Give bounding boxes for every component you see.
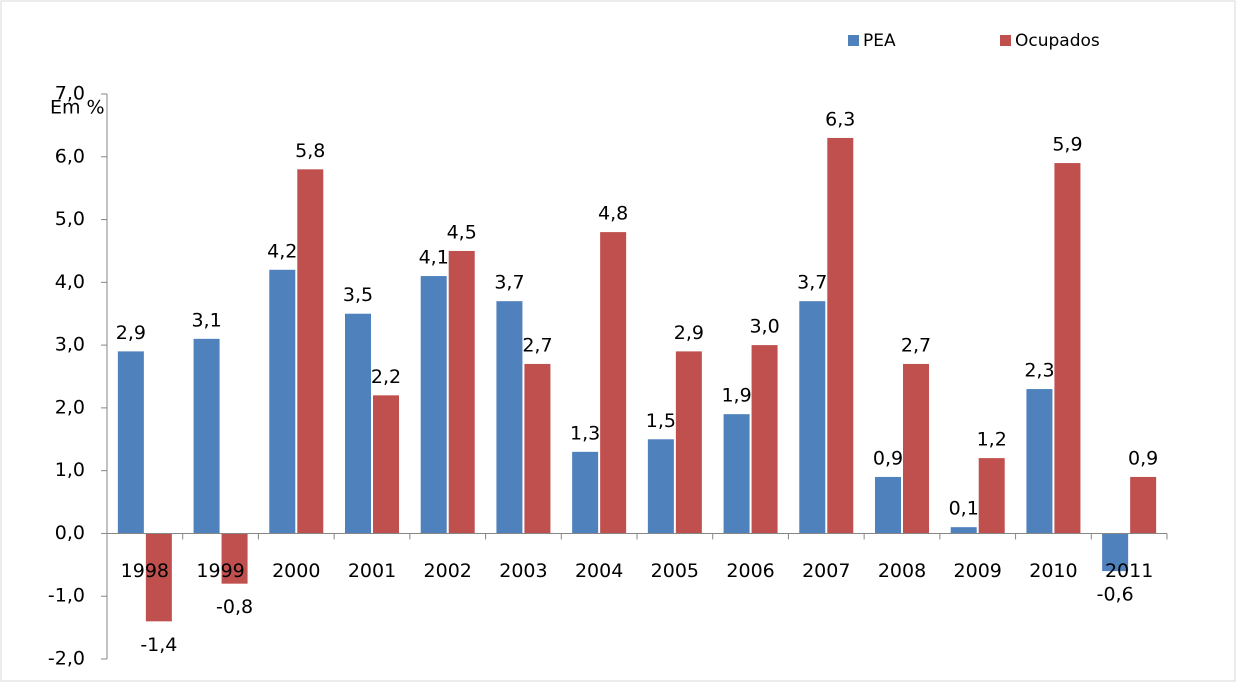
- bar: [145, 533, 172, 622]
- bar: [827, 137, 854, 534]
- legend-label: Ocupados: [1015, 31, 1100, 51]
- bar: [193, 338, 220, 534]
- bar: [572, 451, 599, 534]
- bar: [1102, 533, 1129, 572]
- x-tick-label: 2007: [802, 560, 850, 582]
- x-tick-label: 2011: [1105, 560, 1153, 582]
- bar: [751, 345, 778, 534]
- x-tick-label: 2008: [878, 560, 926, 582]
- bar: [297, 169, 324, 534]
- value-label: 4,1: [419, 247, 449, 269]
- x-tick-label: 2001: [348, 560, 396, 582]
- value-label: 3,1: [191, 309, 221, 331]
- bar: [345, 313, 371, 534]
- value-label: 6,3: [825, 108, 855, 130]
- legend-swatch: [1000, 35, 1011, 46]
- y-tick-label: 6,0: [55, 145, 85, 167]
- y-tick-label: 3,0: [55, 334, 85, 356]
- value-label: 3,7: [797, 272, 827, 294]
- bar: [496, 301, 523, 534]
- bar: [675, 351, 702, 534]
- bar: [524, 363, 551, 534]
- bar: [600, 232, 627, 534]
- bar: [875, 476, 901, 534]
- value-label: 3,7: [494, 272, 524, 294]
- y-tick-label: 5,0: [55, 208, 85, 230]
- bar: [269, 269, 296, 534]
- value-label: 5,8: [295, 140, 325, 162]
- x-tick-label: 1999: [196, 560, 244, 582]
- x-tick-label: 2000: [272, 560, 320, 582]
- legend-label: PEA: [863, 31, 896, 51]
- value-label: 1,5: [646, 410, 676, 432]
- y-axis-label: Em %: [50, 97, 105, 119]
- value-label: 2,9: [674, 322, 704, 344]
- x-tick-label: 2010: [1029, 560, 1077, 582]
- value-label: 0,9: [873, 447, 903, 469]
- value-label: 4,8: [598, 203, 628, 225]
- bar: [1130, 476, 1157, 534]
- bar: [978, 458, 1005, 534]
- value-label: 0,1: [949, 498, 979, 520]
- bar: [647, 439, 674, 534]
- y-tick-label: 2,0: [55, 396, 85, 418]
- bar: [1026, 389, 1053, 534]
- value-label: 1,9: [721, 385, 751, 407]
- bar: [373, 395, 399, 534]
- value-label: 2,9: [116, 322, 146, 344]
- x-tick-label: 2002: [424, 560, 472, 582]
- x-tick-label: 2009: [954, 560, 1002, 582]
- bar: [1054, 163, 1081, 534]
- value-label: 4,5: [447, 221, 477, 243]
- y-tick-label: 1,0: [55, 459, 85, 481]
- value-label: 2,7: [522, 334, 552, 356]
- bar: [723, 414, 750, 534]
- value-label: 5,9: [1052, 134, 1082, 156]
- y-tick-label: -1,0: [48, 585, 85, 607]
- legend-swatch: [848, 35, 859, 46]
- value-label: -0,8: [216, 596, 253, 618]
- value-label: 2,2: [371, 366, 401, 388]
- bar: [420, 276, 447, 534]
- value-label: 1,2: [977, 429, 1007, 451]
- x-tick-label: 2004: [575, 560, 623, 582]
- value-label: -1,4: [140, 634, 177, 656]
- x-tick-label: 2003: [499, 560, 547, 582]
- bar: [117, 351, 144, 534]
- bar: [903, 363, 929, 534]
- value-label: 2,7: [901, 334, 931, 356]
- y-tick-label: 4,0: [55, 271, 85, 293]
- value-label: -0,6: [1097, 584, 1134, 606]
- value-label: 3,0: [749, 316, 779, 338]
- bar: [950, 527, 977, 534]
- value-label: 2,3: [1024, 360, 1054, 382]
- value-label: 4,2: [267, 240, 297, 262]
- bar: [221, 533, 248, 584]
- y-tick-label: -2,0: [48, 648, 85, 670]
- x-tick-label: 2005: [651, 560, 699, 582]
- value-label: 3,5: [343, 284, 373, 306]
- x-tick-label: 2006: [726, 560, 774, 582]
- bar: [448, 250, 475, 534]
- x-tick-label: 1998: [121, 560, 169, 582]
- y-tick-label: 7,0: [55, 83, 85, 105]
- bar: [799, 301, 826, 534]
- value-label: 1,3: [570, 422, 600, 444]
- value-label: 0,9: [1128, 447, 1158, 469]
- y-tick-label: 0,0: [55, 522, 85, 544]
